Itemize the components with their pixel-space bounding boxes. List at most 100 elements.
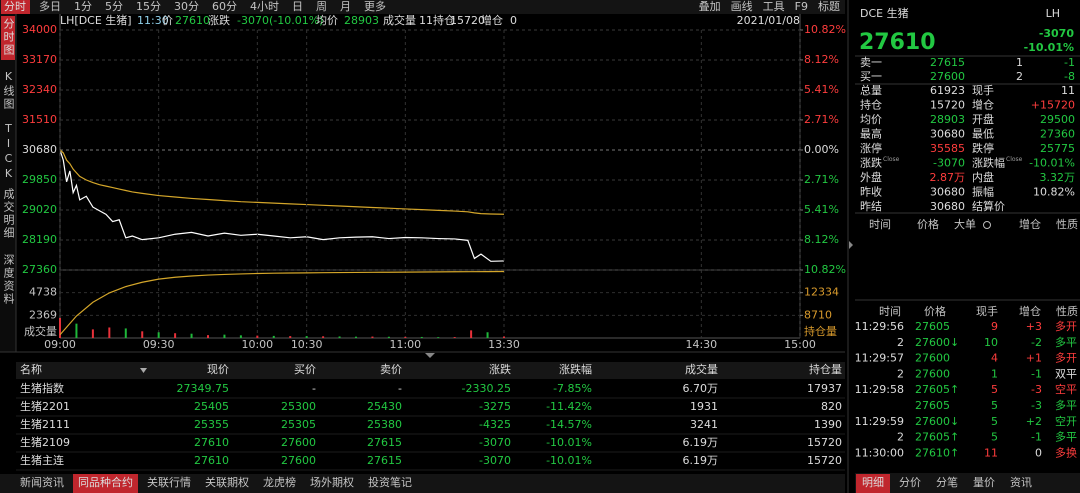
- y-tick-label: 29020: [22, 203, 57, 216]
- period-tab[interactable]: 60分: [212, 0, 237, 13]
- table-cell: 3241: [690, 418, 718, 431]
- stat-value: 10.82%: [1033, 186, 1075, 199]
- stat-label: 增仓: [972, 98, 994, 112]
- table-cell[interactable]: 生猪指数: [20, 381, 64, 395]
- volume-bar: [338, 336, 341, 338]
- sidebar-tab[interactable]: 深度资料: [2, 254, 15, 306]
- table-cell: 27610: [194, 436, 229, 449]
- volume-bar: [289, 336, 292, 338]
- sort-arrow[interactable]: [140, 368, 147, 373]
- stat-label: 昨收: [860, 185, 882, 199]
- active-tab-bg: [856, 474, 890, 493]
- sidebar-active-bg: [1, 16, 15, 60]
- tool-button[interactable]: 画线: [731, 0, 753, 13]
- period-tab[interactable]: 分时: [4, 0, 26, 13]
- tool-button[interactable]: 工具: [763, 0, 785, 13]
- period-tab[interactable]: 30分: [174, 0, 199, 13]
- sidebar-tab[interactable]: 分时图: [2, 18, 15, 57]
- volume-bar: [272, 335, 275, 338]
- panel-arrow[interactable]: [849, 241, 853, 249]
- table-cell: 27349.75: [177, 382, 230, 395]
- trade-oi-change: -2: [1031, 336, 1042, 349]
- panel-tab[interactable]: 分笔: [936, 475, 958, 489]
- trade-nature: 空平: [1055, 382, 1077, 396]
- y-axis-label: 成交量: [24, 324, 57, 338]
- info-avg: 28903: [344, 14, 379, 27]
- table-cell: -3070: [479, 454, 511, 467]
- bottom-tab[interactable]: 新闻资讯: [20, 475, 64, 489]
- stat-value: 28903: [930, 113, 965, 126]
- volume-bar: [157, 332, 160, 338]
- y2-tick-label: 2.71%: [804, 113, 839, 126]
- period-tab[interactable]: 日: [292, 0, 303, 13]
- info-avg-label: 均价: [316, 14, 338, 27]
- stat-label: 涨跌: [860, 156, 882, 170]
- sidebar-tab[interactable]: TICK: [2, 122, 15, 182]
- trade-oi-change: +1: [1026, 352, 1042, 365]
- bottom-tab[interactable]: 关联期权: [205, 475, 249, 489]
- panel-tab[interactable]: 量价: [973, 476, 995, 489]
- volume-bar: [207, 335, 209, 338]
- volume-bar: [75, 323, 78, 338]
- bottom-tabs-bg: [0, 474, 845, 493]
- trade-time: 11:29:56: [855, 320, 904, 333]
- y-tick-label: 31510: [22, 113, 57, 126]
- stat-value: 30680: [930, 200, 965, 213]
- trade-time: 11:29:57: [855, 352, 904, 365]
- y2-tick-label: 5.41%: [804, 83, 839, 96]
- table-cell: -10.01%: [546, 454, 592, 467]
- bottom-tab[interactable]: 场外期权: [310, 475, 354, 489]
- collapse-arrow[interactable]: [425, 353, 435, 358]
- trade-time: 11:29:59: [855, 415, 904, 428]
- big-order-header: 时间: [869, 218, 891, 231]
- period-tab[interactable]: 月: [340, 0, 351, 13]
- sidebar-tab[interactable]: K线图: [2, 70, 15, 111]
- y-tick-label: 2369: [29, 308, 57, 321]
- tool-button[interactable]: 叠加: [699, 0, 721, 13]
- period-tab[interactable]: 更多: [364, 0, 386, 13]
- table-cell[interactable]: 生猪2201: [20, 399, 70, 413]
- y2-tick-label: 8.12%: [804, 53, 839, 66]
- trade-oi-change: -3: [1031, 399, 1042, 412]
- bottom-tab[interactable]: 龙虎榜: [263, 475, 296, 489]
- period-tab[interactable]: 4小时: [250, 0, 279, 13]
- bottom-tab[interactable]: 关联行情: [147, 475, 191, 489]
- table-cell[interactable]: 生猪2109: [20, 435, 70, 449]
- panel-tab[interactable]: 明细: [862, 476, 884, 489]
- stat-label: 持仓: [860, 98, 882, 112]
- panel-tab[interactable]: 资讯: [1010, 476, 1032, 489]
- table-header-bg: [16, 362, 845, 379]
- period-tab[interactable]: 多日: [39, 0, 61, 13]
- y2-tick-label: 12334: [804, 286, 839, 299]
- tool-button[interactable]: 标题: [818, 0, 840, 13]
- stat-value: 25775: [1040, 142, 1075, 155]
- info-oi-change: 0: [510, 14, 517, 27]
- sidebar-tab[interactable]: 成交明细: [2, 188, 15, 240]
- trade-price: 27605: [915, 399, 950, 412]
- stat-value: 29500: [1040, 113, 1075, 126]
- volume-bar: [239, 335, 242, 338]
- bottom-tab[interactable]: 同品种合约: [78, 475, 133, 489]
- bottom-tab[interactable]: 投资笔记: [368, 475, 412, 489]
- table-cell[interactable]: 生猪主连: [20, 453, 64, 467]
- volume-bar: [108, 327, 111, 338]
- table-cell: -4325: [479, 418, 511, 431]
- trade-nature: 多换: [1055, 445, 1077, 459]
- period-tab[interactable]: 1分: [74, 0, 92, 13]
- info-volume: 11: [419, 14, 433, 27]
- table-cell: 27600: [281, 436, 316, 449]
- stat-value: 2.87万: [930, 171, 966, 184]
- period-tab[interactable]: 5分: [105, 0, 123, 13]
- volume-bar: [141, 331, 144, 338]
- trade-price: 27600↓: [915, 415, 959, 428]
- period-tab[interactable]: 15分: [136, 0, 161, 13]
- settings-icon[interactable]: [983, 221, 991, 229]
- tool-button[interactable]: F9: [795, 0, 808, 13]
- panel-tab[interactable]: 分价: [899, 476, 921, 489]
- trade-price: 27600: [915, 367, 950, 380]
- stat-value: 27360: [1040, 128, 1075, 141]
- table-cell[interactable]: 生猪2111: [20, 417, 70, 431]
- stat-value: 3.32万: [1040, 171, 1076, 184]
- period-tab[interactable]: 周: [316, 0, 327, 13]
